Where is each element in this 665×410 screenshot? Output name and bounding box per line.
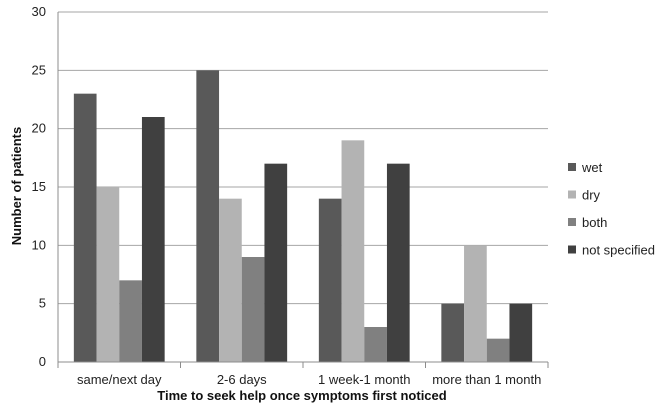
y-tick-label: 30 <box>32 4 46 19</box>
x-tick-label: more than 1 month <box>432 372 541 387</box>
bar-wet-2 <box>318 198 342 362</box>
legend-swatch <box>568 245 576 254</box>
bar-not-specified-0 <box>141 117 165 362</box>
y-tick-label: 10 <box>32 237 46 252</box>
x-tick-labels: same/next day 2-6 days 1 week-1 month more … <box>77 372 541 387</box>
bar-both-0 <box>119 280 142 362</box>
legend-swatch <box>568 218 576 226</box>
y-axis-title: Number of patients <box>9 127 24 245</box>
bar-dry-0 <box>96 187 120 362</box>
bar-both-1 <box>241 257 265 362</box>
legend-label: dry <box>582 188 601 203</box>
bar-not-specified-2 <box>386 163 410 362</box>
bar-dry-2 <box>341 140 365 362</box>
bar-not-specified-1 <box>264 163 288 362</box>
x-tick-label: same/next day <box>77 372 162 387</box>
bars <box>73 70 533 363</box>
bar-both-2 <box>364 327 387 362</box>
y-tick-label: 15 <box>32 179 46 194</box>
legend-swatch <box>568 190 576 199</box>
x-axis-title: Time to seek help once symptoms first no… <box>157 388 447 403</box>
legend-swatch <box>568 163 576 171</box>
bar-wet-1 <box>196 70 220 362</box>
bar-dry-3 <box>464 245 487 362</box>
bar-both-3 <box>486 338 510 362</box>
legend-label: wet <box>581 160 603 175</box>
bar-wet-0 <box>73 93 97 363</box>
x-tick-label: 2-6 days <box>217 372 267 387</box>
y-tick-label: 0 <box>39 354 46 369</box>
x-tick-label: 1 week-1 month <box>318 372 411 387</box>
y-tick-label: 5 <box>39 296 46 311</box>
legend: wet dry both not specified <box>568 160 655 258</box>
bar-not-specified-3 <box>509 303 533 362</box>
axes <box>57 12 549 368</box>
legend-label: both <box>582 215 607 230</box>
y-tick-label: 20 <box>32 121 46 136</box>
bar-wet-3 <box>441 303 465 362</box>
y-tick-label: 25 <box>32 62 46 77</box>
y-tick-labels: 0 5 10 15 20 25 30 <box>32 4 46 369</box>
legend-label: not specified <box>582 243 655 258</box>
bar-dry-1 <box>219 198 242 362</box>
